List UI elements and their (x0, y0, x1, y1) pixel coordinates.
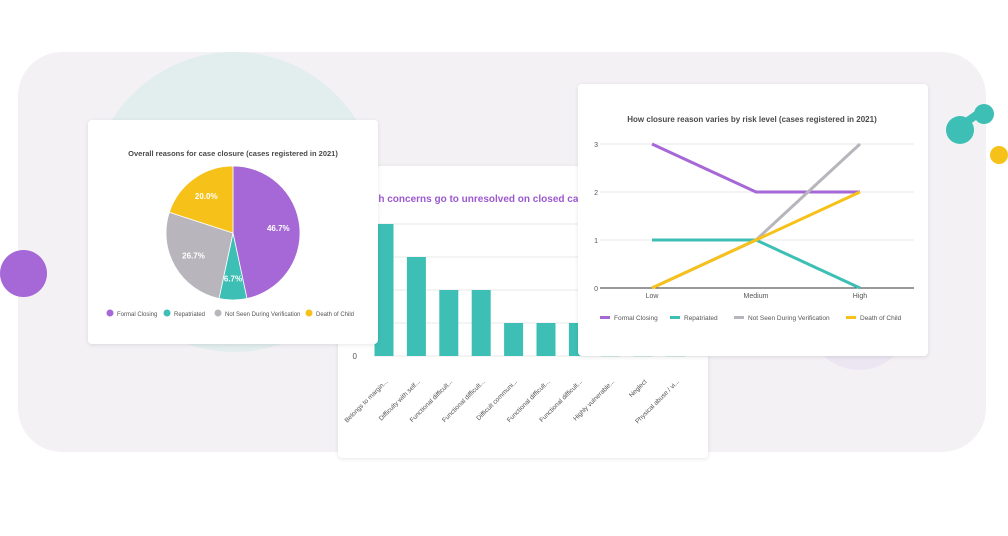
legend-marker (600, 316, 610, 319)
bar-chart: ich concerns go to unresolved on closed … (344, 194, 708, 425)
series-line (651, 142, 860, 194)
legend-label: Death of Child (860, 315, 902, 322)
pie-slice (232, 165, 301, 299)
pie-slice-value-label: 20.0% (195, 192, 218, 201)
legend-label: Not Seen During Verification (225, 312, 300, 318)
bar (471, 290, 491, 356)
legend-marker (214, 309, 222, 317)
legend-label: Formal Closing (614, 315, 658, 322)
legend-marker (734, 316, 744, 319)
pie-slice (165, 211, 234, 299)
y-tick-label: 2 (594, 190, 598, 197)
x-tick-label: High (853, 293, 868, 300)
line-chart-title: How closure reason varies by risk level … (627, 115, 877, 124)
pie-slice-value-label: 46.7% (267, 224, 290, 233)
legend-marker (670, 316, 680, 319)
legend-marker (106, 309, 114, 317)
legend-label: Not Seen During Verification (748, 315, 830, 322)
legend-label: Death of Child (316, 312, 354, 318)
x-tick-label: Medium (744, 293, 769, 300)
legend-marker (163, 309, 171, 317)
y-tick-label-0: 0 (353, 352, 358, 361)
bar (536, 323, 556, 356)
y-tick-label: 0 (594, 286, 598, 293)
series-line (652, 238, 861, 290)
bar (439, 290, 459, 356)
bar-chart-title: ich concerns go to unresolved on closed … (370, 194, 584, 205)
x-tick-label: Low (646, 293, 660, 300)
pie-slice-value-label: 26.7% (182, 252, 205, 261)
legend-marker (846, 316, 856, 319)
yellow-dot-decoration (990, 146, 1008, 164)
bar (406, 257, 426, 356)
bar (504, 323, 524, 356)
teal-blob-small-decoration (974, 104, 994, 124)
bar (374, 224, 394, 356)
x-tick-label: Neglect (628, 378, 649, 399)
legend-label: Formal Closing (117, 312, 157, 318)
legend-label: Repatriated (684, 315, 718, 322)
pie-chart: Overall reasons for case closure (cases … (106, 149, 354, 318)
series-line (651, 142, 862, 290)
y-tick-label: 1 (594, 238, 598, 245)
pie-chart-card: Overall reasons for case closure (cases … (88, 120, 378, 344)
legend-label: Repatriated (174, 312, 205, 318)
pie-chart-title: Overall reasons for case closure (cases … (128, 149, 338, 158)
pie-slice-value-label: 6.7% (224, 275, 242, 284)
series-line (651, 190, 861, 290)
y-tick-label: 3 (594, 142, 598, 149)
line-chart-card: How closure reason varies by risk level … (578, 84, 928, 356)
pie-slice (168, 165, 234, 234)
purple-dot-decoration (0, 250, 47, 297)
line-chart: How closure reason varies by risk level … (594, 115, 914, 322)
legend-marker (305, 309, 313, 317)
